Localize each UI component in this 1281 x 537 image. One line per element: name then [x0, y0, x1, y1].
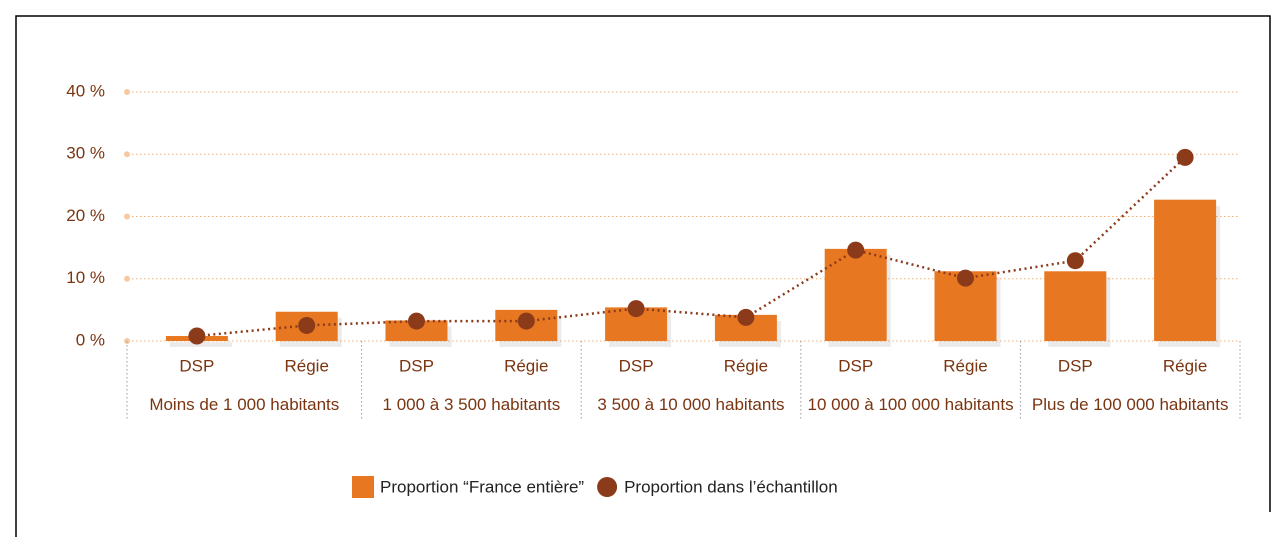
x-tick-label: Régie	[504, 356, 548, 375]
x-tick-label: Régie	[284, 356, 328, 375]
group-label-box: 3 500 à 10 000 habitants	[597, 395, 785, 414]
legend-label: Proportion dans l’échantillon	[624, 477, 838, 496]
dot	[298, 316, 316, 334]
y-tick-mark	[124, 275, 130, 282]
dot	[517, 312, 535, 330]
dot	[737, 308, 755, 326]
dot	[1176, 148, 1194, 166]
x-tick-label: Régie	[943, 356, 987, 375]
x-tick-label: DSP	[179, 356, 214, 375]
group-label: 10 000 à 100 000 habitants	[807, 395, 1014, 414]
x-tick-label: DSP	[1058, 356, 1093, 375]
bar	[1044, 271, 1107, 341]
x-tick-label: DSP	[619, 356, 654, 375]
y-tick-label: 10 %	[66, 268, 105, 287]
y-tick-mark	[124, 213, 130, 220]
bar	[824, 248, 887, 341]
x-tick-label: DSP	[399, 356, 434, 375]
y-tick-label: 0 %	[76, 330, 105, 349]
group-label: Plus de 100 000 habitants	[1031, 395, 1229, 414]
line	[196, 156, 1186, 338]
dot	[188, 327, 206, 345]
y-tick-label: 30 %	[66, 144, 105, 163]
dot	[408, 312, 425, 330]
group-label: 3 500 à 10 000 habitants	[597, 395, 785, 414]
dot	[847, 241, 865, 259]
y-tick-label: 40 %	[66, 81, 105, 100]
group-label-box: 10 000 à 100 000 habitants	[807, 395, 1014, 414]
x-tick-label: Régie	[724, 356, 768, 375]
group-label: Moins de 1 000 habitants	[149, 395, 340, 414]
group-label: 1 000 à 3 500 habitants	[382, 395, 561, 414]
x-tick-label: Régie	[1163, 356, 1207, 375]
legend-swatch	[352, 476, 374, 498]
group-label-box: Plus de 100 000 habitants	[1031, 395, 1229, 414]
bar-shadow	[169, 342, 232, 347]
dot	[627, 300, 645, 318]
y-tick-mark	[124, 89, 130, 95]
frame	[15, 15, 1271, 537]
group-label-box: 1 000 à 3 500 habitants	[382, 395, 561, 414]
y-tick-label: 20 %	[66, 206, 105, 225]
dot	[1066, 252, 1084, 270]
y-tick-mark	[124, 151, 130, 158]
bar	[385, 320, 448, 341]
bar	[1154, 199, 1217, 341]
group-label-box: Moins de 1 000 habitants	[149, 395, 340, 414]
x-tick-label: DSP	[838, 356, 873, 375]
dot	[957, 269, 974, 287]
legend-swatch	[597, 477, 618, 497]
legend-label: Proportion “France entière”	[380, 477, 584, 496]
